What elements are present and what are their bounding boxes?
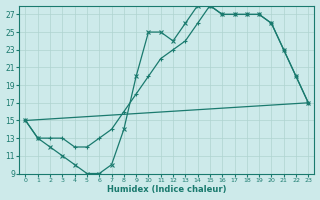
X-axis label: Humidex (Indice chaleur): Humidex (Indice chaleur)	[107, 185, 227, 194]
